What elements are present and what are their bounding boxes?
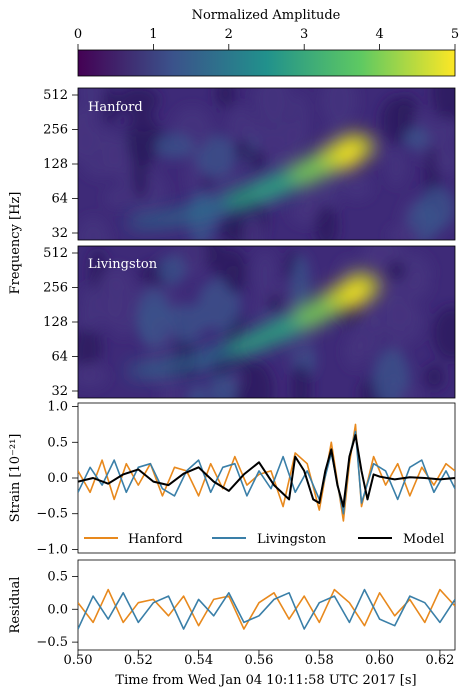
y-tick-label: 32 xyxy=(51,384,68,399)
x-tick-label: 0.62 xyxy=(425,653,454,668)
y-tick-label: 64 xyxy=(51,350,68,365)
hanford-spectrogram: Hanford 512 256 128 64 32 xyxy=(43,87,456,241)
legend-livingston: Livingston xyxy=(257,532,327,547)
series-line-hanford xyxy=(78,588,455,630)
colorbar-tick-label: 4 xyxy=(375,27,383,42)
y-tick-label: 0.0 xyxy=(47,602,68,617)
series-line-livingston xyxy=(78,430,455,515)
y-tick-label: −1.0 xyxy=(36,542,68,557)
y-tick-label: 128 xyxy=(43,315,68,330)
colorbar-tick-label: 5 xyxy=(451,27,459,42)
y-tick-label: 512 xyxy=(43,246,68,261)
y-tick-label: 512 xyxy=(43,88,68,103)
colorbar-tick-label: 2 xyxy=(225,27,233,42)
series-line-livingston xyxy=(78,588,455,630)
time-axis-label: Time from Wed Jan 04 10:11:58 UTC 2017 [… xyxy=(115,673,416,688)
y-tick-label: −0.5 xyxy=(36,635,68,650)
y-tick-label: 0.5 xyxy=(47,435,68,450)
y-tick-label: 256 xyxy=(43,123,68,138)
x-tick-label: 0.50 xyxy=(64,653,93,668)
legend-hanford: Hanford xyxy=(128,532,183,547)
livingston-label: Livingston xyxy=(88,257,158,272)
y-tick-label: 0.5 xyxy=(47,569,68,584)
y-tick-label: −0.5 xyxy=(36,507,68,522)
strain-axis-label: Strain [10⁻²¹] xyxy=(8,434,23,523)
colorbar-tick-label: 0 xyxy=(74,27,82,42)
colorbar xyxy=(77,49,456,77)
x-tick-label: 0.58 xyxy=(305,653,334,668)
x-tick-label: 0.56 xyxy=(244,653,273,668)
colorbar-tick-label: 3 xyxy=(300,27,308,42)
legend-model: Model xyxy=(403,532,444,547)
frequency-axis-label: Frequency [Hz] xyxy=(8,192,23,295)
x-tick-label: 0.60 xyxy=(365,653,394,668)
livingston-spectrogram: Livingston 512 256 128 64 32 xyxy=(43,245,456,399)
colorbar-tick-label: 1 xyxy=(149,27,157,42)
y-tick-label: 64 xyxy=(51,192,68,207)
residual-panel: 0.5 0.0 −0.5 0.50 0.52 0.54 0.56 0.58 0.60 0.62 xyxy=(36,559,456,668)
strain-panel: 1.0 0.5 0.0 −0.5 −1.0 Hanford Livingston Mod… xyxy=(36,400,456,557)
y-tick-label: 128 xyxy=(43,157,68,172)
y-tick-label: 32 xyxy=(51,226,68,241)
y-tick-label: 256 xyxy=(43,281,68,296)
x-tick-label: 0.54 xyxy=(184,653,213,668)
colorbar-label: Normalized Amplitude xyxy=(192,8,341,23)
series-line-model xyxy=(78,434,455,508)
hanford-label: Hanford xyxy=(88,100,143,115)
residual-axis-label: Residual xyxy=(8,577,23,634)
colorbar-ticks: 0 1 2 3 4 5 xyxy=(74,27,459,50)
x-tick-label: 0.52 xyxy=(124,653,153,668)
y-tick-label: 0.0 xyxy=(47,471,68,486)
legend: Hanford Livingston Model xyxy=(84,532,444,547)
y-tick-label: 1.0 xyxy=(47,400,68,415)
